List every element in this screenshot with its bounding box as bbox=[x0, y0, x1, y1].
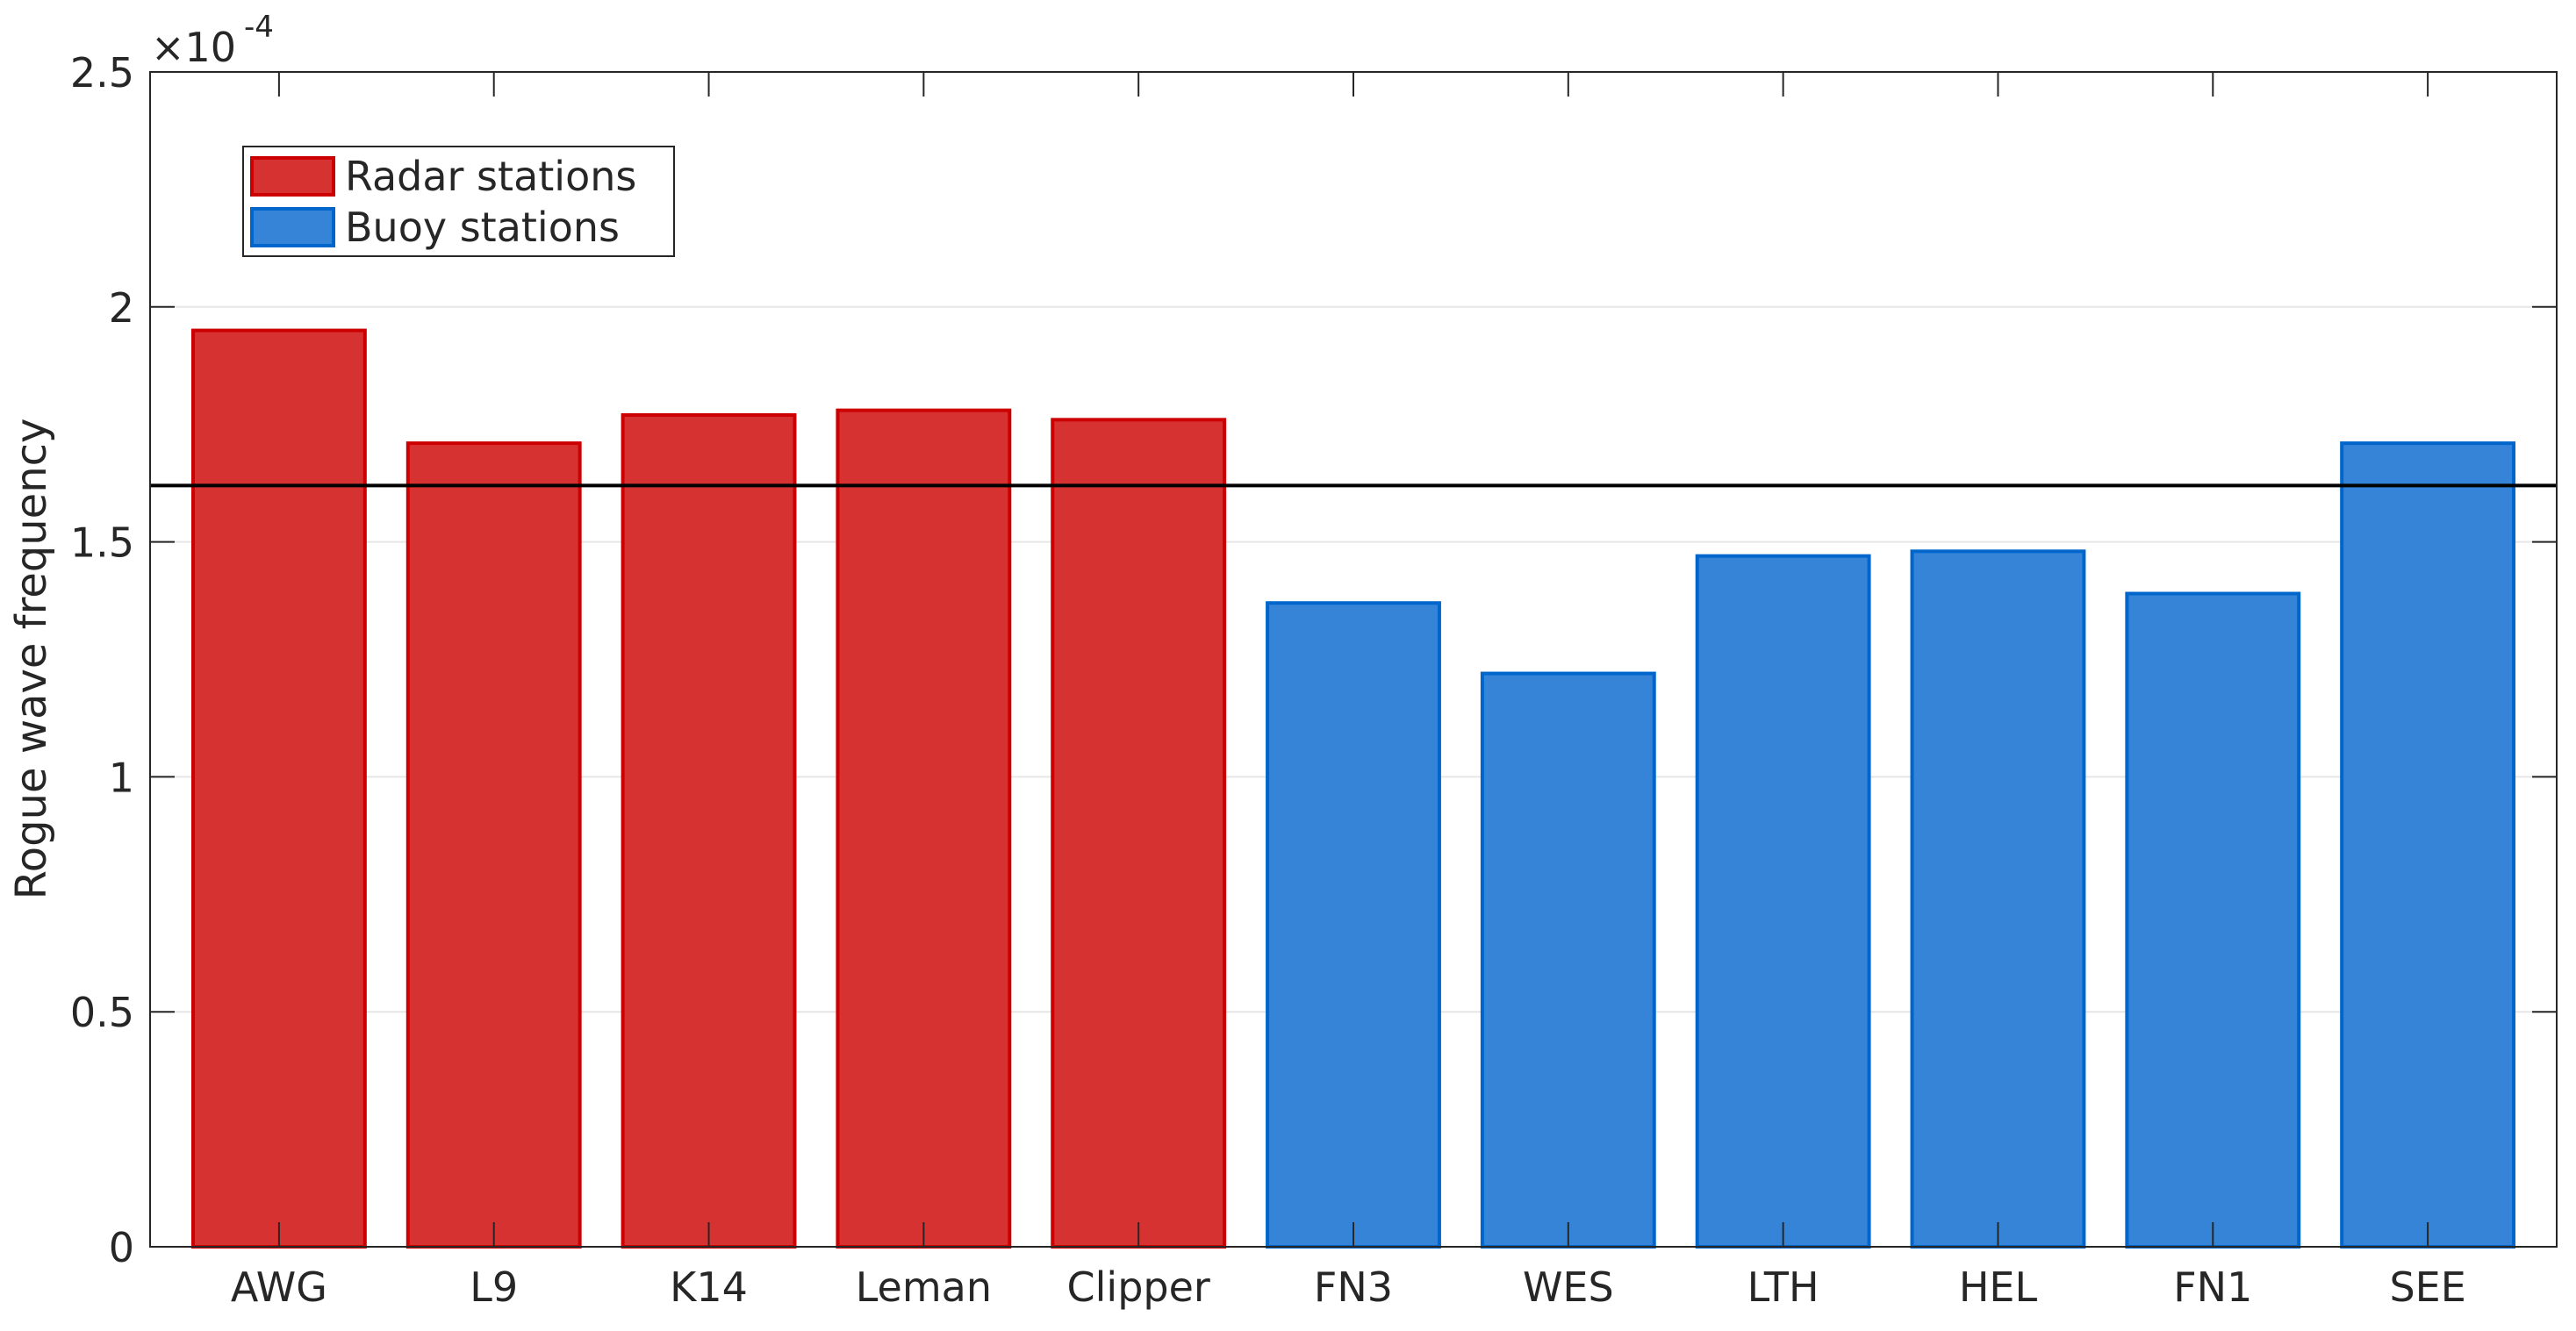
y-axis-label: Rogue wave frequency bbox=[7, 419, 56, 900]
x-tick-label: FN3 bbox=[1314, 1263, 1393, 1311]
x-tick-label: SEE bbox=[2389, 1263, 2465, 1311]
y-tick-label: 0 bbox=[109, 1224, 134, 1271]
y-tick-label: 0.5 bbox=[70, 989, 134, 1036]
bar-awg bbox=[190, 328, 367, 1249]
y-exponent: ×10 -4 bbox=[151, 10, 274, 71]
legend-label-radar: Radar stations bbox=[345, 153, 636, 200]
y-exponent-power: -4 bbox=[244, 10, 274, 45]
x-tick-label: K14 bbox=[670, 1263, 748, 1311]
x-tick-label: Clipper bbox=[1067, 1263, 1210, 1311]
legend-swatch-radar bbox=[250, 156, 335, 197]
bar-lth bbox=[1695, 554, 1871, 1249]
bars bbox=[190, 328, 2516, 1249]
x-tick-label: L9 bbox=[470, 1263, 518, 1311]
bar-hel bbox=[1910, 549, 2086, 1249]
bar-clipper bbox=[1051, 418, 1227, 1249]
legend-label-buoy: Buoy stations bbox=[345, 204, 620, 251]
x-tick-label: WES bbox=[1523, 1263, 1614, 1311]
ticks bbox=[150, 71, 2557, 1248]
bar-see bbox=[2340, 441, 2516, 1249]
y-exponent-base: ×10 bbox=[151, 24, 236, 71]
tick-labels: 0 0.5 1 1.5 2 2.5 AWG L9 K14 Leman Clipper FN3 WES LT… bbox=[70, 49, 2466, 1311]
x-tick-label: HEL bbox=[1959, 1263, 2038, 1311]
bar-fn3 bbox=[1266, 601, 1441, 1249]
x-tick-label: AWG bbox=[231, 1263, 327, 1311]
y-tick-label: 2 bbox=[109, 284, 134, 332]
x-tick-label: FN1 bbox=[2173, 1263, 2252, 1311]
bar-k14 bbox=[621, 412, 797, 1249]
bar-fn1 bbox=[2125, 591, 2301, 1249]
legend-swatch-buoy bbox=[250, 207, 335, 247]
bar-l9 bbox=[405, 441, 582, 1249]
bar-leman bbox=[836, 408, 1012, 1249]
y-tick-label: 1 bbox=[109, 754, 134, 801]
y-tick-label: 1.5 bbox=[70, 519, 134, 567]
y-tick-label: 2.5 bbox=[70, 49, 134, 97]
x-tick-label: LTH bbox=[1747, 1263, 1819, 1311]
x-tick-label: Leman bbox=[856, 1263, 992, 1311]
legend: Radar stations Buoy stations bbox=[242, 146, 675, 257]
bar-wes bbox=[1480, 671, 1656, 1249]
